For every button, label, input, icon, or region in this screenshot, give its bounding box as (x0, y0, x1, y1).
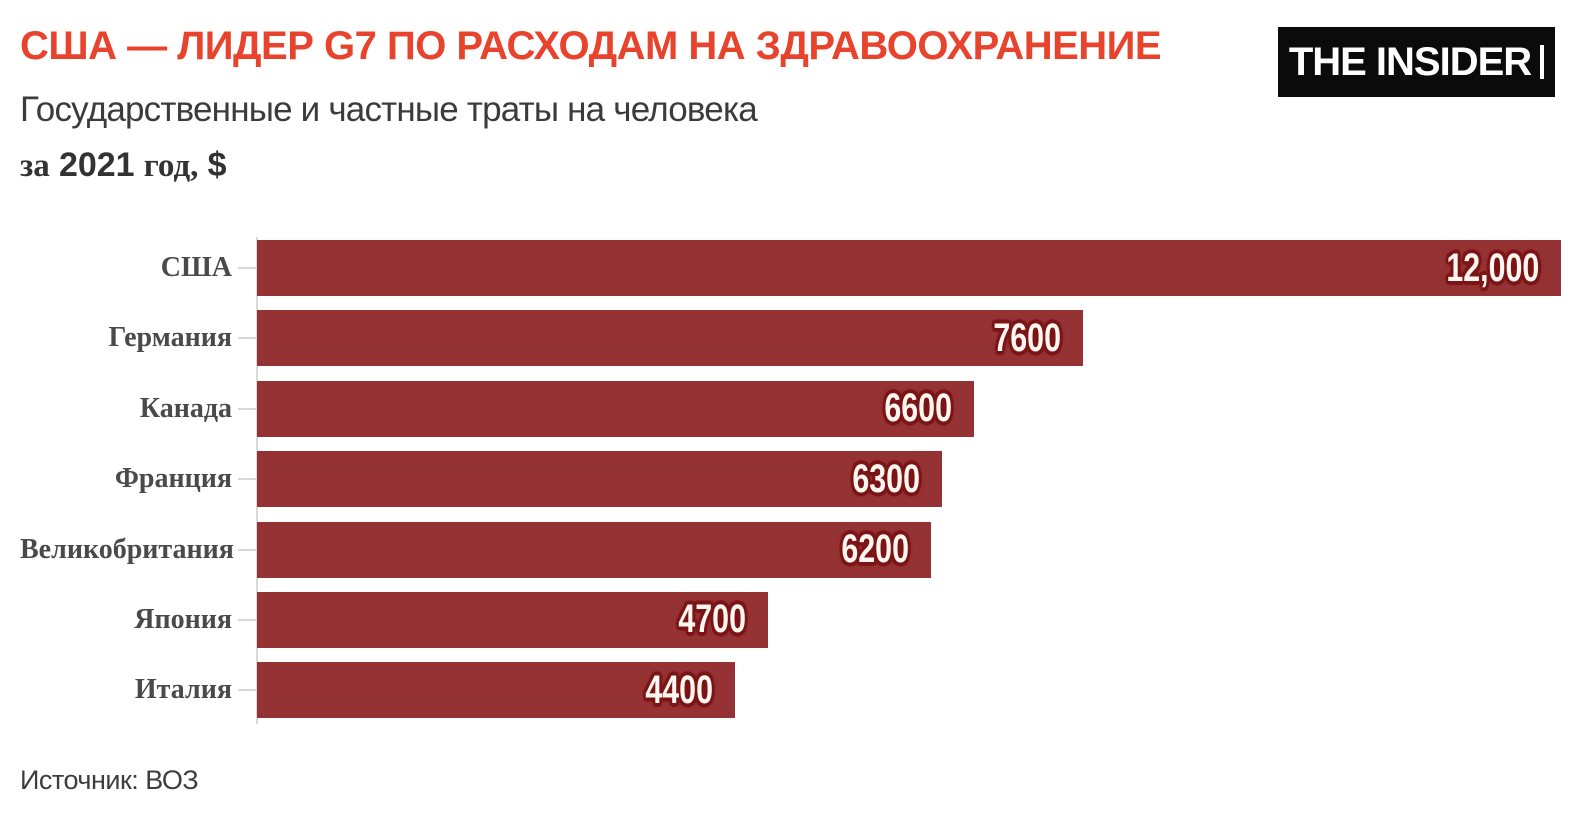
axis-tick (238, 478, 257, 481)
logo-cursor-bar (1540, 45, 1545, 79)
tick-cell (232, 381, 257, 437)
axis-tick (238, 548, 257, 551)
tick-cell (232, 662, 257, 718)
period-currency: $ (207, 146, 227, 184)
bar-value: 7600 (993, 315, 1061, 360)
source-note: Источник: ВОЗ (20, 765, 199, 795)
tick-cell (232, 522, 257, 578)
chart-row: Германия 7600 (20, 310, 1568, 367)
axis-tick (238, 407, 257, 410)
axis-tick (238, 337, 257, 340)
bar-chart: США 12,000 Германия 7600 Канада 66 (20, 237, 1568, 724)
bar: 6200 (257, 521, 931, 578)
row-label: Италия (134, 674, 232, 706)
period-prefix: за (20, 148, 50, 184)
axis-tick (238, 618, 257, 621)
chart-row: Франция 6300 (20, 451, 1568, 508)
bar-value: 6600 (884, 386, 952, 431)
bar-value: 12,000 (1446, 245, 1539, 290)
tick-cell (232, 451, 257, 507)
bar: 7600 (257, 310, 1083, 367)
bar: 6300 (257, 451, 942, 508)
tick-cell (232, 592, 257, 648)
row-label: Франция (114, 463, 232, 495)
bar-value: 4700 (678, 597, 746, 642)
bar: 4700 (257, 591, 768, 648)
row-label: США (160, 252, 232, 283)
bar-value: 6300 (852, 456, 920, 501)
bar-value: 4400 (645, 667, 713, 712)
the-insider-logo: THE INSIDER (1278, 27, 1555, 97)
bar: 4400 (257, 662, 735, 719)
bar-value: 6200 (841, 527, 909, 572)
period-line: за 2021 год, $ (20, 146, 227, 185)
chart-subtitle: Государственные и частные траты на челов… (20, 90, 758, 129)
chart-row: США 12,000 (20, 240, 1568, 296)
bar: 6600 (257, 380, 974, 437)
row-label: Великобритания (20, 533, 234, 565)
page-title: США — ЛИДЕР G7 ПО РАСХОДАМ НА ЗДРАВООХРА… (20, 24, 1162, 68)
axis-tick (238, 689, 257, 692)
bar: 12,000 (257, 240, 1561, 296)
period-year: 2021 (58, 146, 135, 184)
row-label: Япония (134, 603, 232, 635)
chart-rows: США 12,000 Германия 7600 Канада 66 (20, 240, 1568, 719)
tick-cell (232, 310, 257, 366)
row-label: Канада (139, 392, 232, 424)
period-middle: год, (143, 148, 199, 184)
chart-row: Япония 4700 (20, 591, 1568, 648)
logo-text: THE INSIDER (1288, 39, 1532, 84)
row-label: Германия (108, 322, 232, 354)
chart-row: Канада 6600 (20, 380, 1568, 437)
axis-tick (238, 267, 257, 269)
chart-row: Италия 4400 (20, 662, 1568, 719)
tick-cell (232, 240, 257, 296)
chart-row: Великобритания 6200 (20, 521, 1568, 578)
